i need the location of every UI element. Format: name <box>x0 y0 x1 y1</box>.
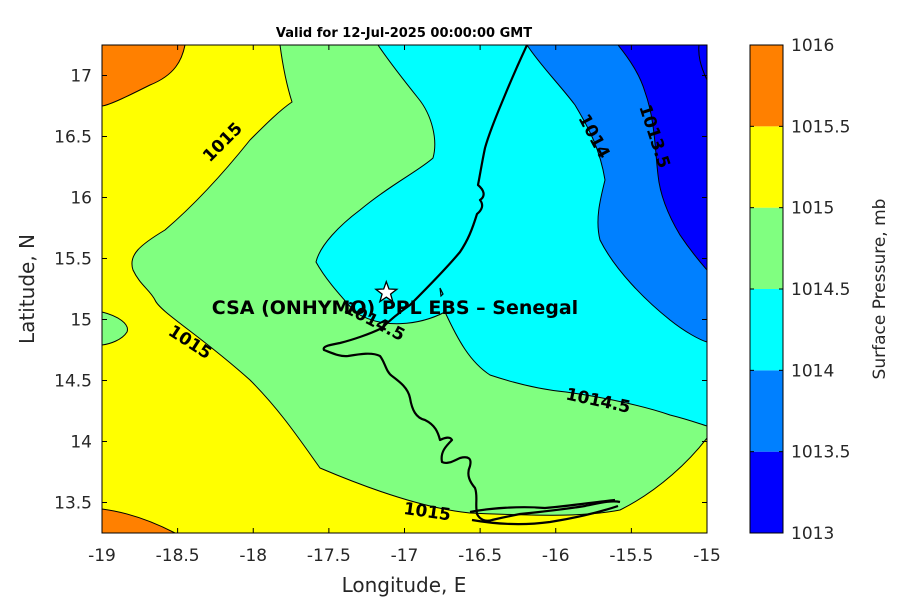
colorbar-label: Surface Pressure, mb <box>870 199 890 380</box>
small-island-marker <box>439 287 444 298</box>
colorbar-level-label: 1015 <box>791 199 834 219</box>
x-tick-label: -19 <box>88 546 116 566</box>
x-tick-label: -18.5 <box>156 546 200 566</box>
y-tick-label: 16.5 <box>54 128 92 148</box>
gambia-river-lower <box>471 504 619 526</box>
colorbar-level-label: 1013 <box>791 524 834 544</box>
colorbar-level-label: 1016 <box>791 36 834 56</box>
colorbar-swatch <box>750 207 783 289</box>
colorbar-swatch <box>750 45 783 127</box>
colorbar-level-label: 1015.5 <box>791 117 850 137</box>
y-tick-label: 13.5 <box>54 494 92 514</box>
x-tick-label: -16.5 <box>458 546 502 566</box>
chart-title: Valid for 12-Jul-2025 00:00:00 GMT <box>276 26 532 41</box>
y-axis-label: Latitude, N <box>15 234 39 344</box>
y-tick-label: 14.5 <box>54 372 92 392</box>
station-star-icon[interactable] <box>374 279 399 304</box>
region-1015-5-top-left <box>102 45 186 107</box>
y-tick-label: 17 <box>70 67 92 87</box>
region-1013 <box>617 45 707 271</box>
gambia-river-upper <box>469 498 616 514</box>
colorbar-swatch <box>750 126 783 208</box>
x-tick-label: -18 <box>239 546 267 566</box>
y-tick-label: 16 <box>70 189 92 209</box>
x-tick-label: -17.5 <box>307 546 351 566</box>
y-axis: 13.5 14 14.5 15 15.5 16 16.5 17 <box>54 67 707 514</box>
y-tick-label: 14 <box>70 433 92 453</box>
x-tick-label: -15.5 <box>609 546 653 566</box>
x-axis-label: Longitude, E <box>342 573 467 597</box>
station-marker-group: CSA (ONHYMO) PPL EBS – Senegal <box>212 279 578 319</box>
senegal-mauritania-border <box>322 45 621 522</box>
contour-fill-layer <box>102 45 707 533</box>
region-1014-5-left-edge <box>102 311 128 346</box>
colorbar-swatch <box>750 370 783 452</box>
colorbar-level-label: 1014 <box>791 361 834 381</box>
colorbar-level-label: 1013.5 <box>791 443 850 463</box>
x-tick-label: -16 <box>542 546 570 566</box>
y-tick-label: 15 <box>70 311 92 331</box>
colorbar-swatch <box>750 451 783 533</box>
region-1013-top-right-pocket <box>698 45 707 81</box>
coastline-layer <box>322 45 621 526</box>
x-tick-label: -17 <box>391 546 419 566</box>
station-label: CSA (ONHYMO) PPL EBS – Senegal <box>212 297 578 319</box>
colorbar: 1013 1013.5 1014 1014.5 1015 1015.5 1016 <box>749 36 850 544</box>
colorbar-swatch <box>750 289 783 371</box>
colorbar-level-label: 1014.5 <box>791 280 850 300</box>
x-axis: -19 -18.5 -18 -17.5 -17 -16.5 -16 -15.5 -15 <box>88 45 721 566</box>
y-tick-label: 15.5 <box>54 250 92 270</box>
x-tick-label: -15 <box>693 546 721 566</box>
